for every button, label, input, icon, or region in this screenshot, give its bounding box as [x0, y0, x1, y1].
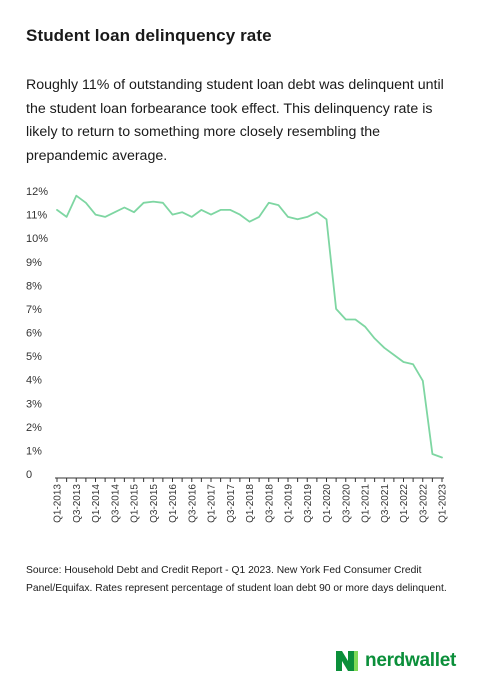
y-tick-label: 11%	[26, 210, 47, 222]
x-tick-label: Q1-2014	[91, 484, 102, 523]
x-tick-label: Q3-2015	[149, 484, 160, 523]
x-tick-label: Q3-2014	[110, 484, 121, 523]
x-tick-label: Q3-2018	[264, 484, 275, 523]
x-axis: Q1-2013 Q3-2013 Q1-2014 Q3-2014 Q1-2015 Q3-20…	[53, 477, 449, 523]
brand-logo: nerdwallet	[335, 650, 456, 672]
y-tick-label: 10%	[26, 233, 48, 245]
x-tick-label: Q1-2022	[399, 484, 410, 523]
y-tick-label: 1%	[26, 445, 42, 457]
series-line	[56, 194, 443, 459]
x-tick-label: Q3-2022	[418, 484, 429, 523]
y-tick-label: 7%	[26, 304, 42, 316]
y-tick-label: 3%	[26, 398, 42, 410]
x-tick-label: Q1-2021	[361, 484, 372, 523]
x-tick-label: Q1-2016	[168, 484, 179, 523]
brand-name: nerdwallet	[365, 650, 456, 671]
x-tick-label: Q3-2020	[341, 484, 352, 523]
chart-title: Student loan delinquency rate	[26, 26, 272, 45]
x-tick-label: Q3-2019	[303, 484, 314, 523]
plot-area	[56, 194, 443, 459]
x-tick-label: Q1-2017	[207, 484, 218, 523]
y-tick-label: 12%	[26, 186, 48, 198]
y-tick-label: 5%	[26, 351, 42, 363]
y-tick-label: 6%	[26, 328, 42, 340]
intro-paragraph: Roughly 11% of outstanding student loan …	[26, 77, 444, 164]
x-tick-label: Q3-2021	[380, 484, 391, 523]
y-tick-label: 4%	[26, 375, 42, 387]
y-tick-label: 2%	[26, 422, 42, 434]
y-tick-label: 8%	[26, 280, 42, 292]
source-note: Source: Household Debt and Credit Report…	[26, 565, 447, 594]
x-tick-label: Q1-2019	[284, 484, 295, 523]
x-tick-label: Q3-2013	[72, 484, 83, 523]
nerdwallet-n-logo	[336, 651, 359, 671]
x-tick-label: Q1-2015	[130, 484, 141, 523]
x-tick-label: Q3-2016	[187, 484, 198, 523]
line-chart: 0 1% 2% 3% 4% 5% 6% 7% 8% 9% 10% 11% 12% Q1-2013 Q3-2…	[26, 186, 449, 523]
y-axis: 0 1% 2% 3% 4% 5% 6% 7% 8% 9% 10% 11% 12%	[26, 186, 48, 481]
x-tick-label: Q1-2013	[53, 484, 64, 523]
x-tick-label: Q1-2020	[322, 484, 333, 523]
y-tick-label: 9%	[26, 257, 42, 269]
x-tick-label: Q3-2017	[226, 484, 237, 523]
x-tick-label: Q1-2018	[245, 484, 256, 523]
y-tick-label: 0	[26, 469, 32, 481]
x-tick-label: Q1-2023	[438, 484, 449, 523]
